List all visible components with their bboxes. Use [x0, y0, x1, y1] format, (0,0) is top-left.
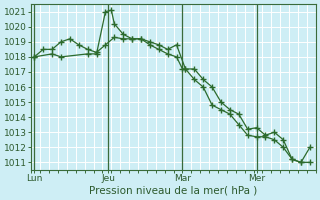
- X-axis label: Pression niveau de la mer( hPa ): Pression niveau de la mer( hPa ): [90, 186, 258, 196]
